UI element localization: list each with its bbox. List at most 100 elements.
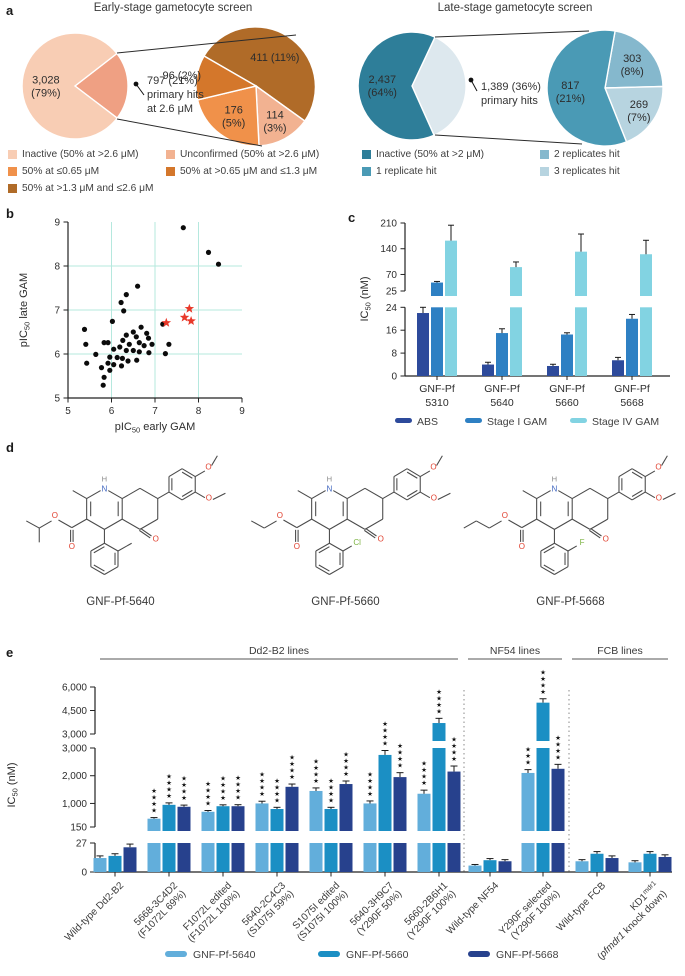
label-main: pIC <box>115 421 132 433</box>
bond <box>212 492 226 500</box>
significance-star: ★ <box>166 785 172 793</box>
atom-f: F <box>580 538 585 547</box>
data-point <box>118 363 125 369</box>
category-label: Wild-type NF54 <box>445 880 502 937</box>
pie-slice-label: 3,028 <box>32 75 60 87</box>
data-point <box>105 340 111 346</box>
bar-middle <box>201 811 215 831</box>
significance-star: ★ <box>259 790 265 798</box>
legend-swatch <box>166 150 175 159</box>
star-marker <box>179 312 190 322</box>
pie-slice <box>203 26 317 122</box>
significance-star: ★ <box>397 755 403 763</box>
significance-star: ★ <box>313 770 319 778</box>
bond <box>590 527 602 537</box>
legend-swatch <box>166 167 175 176</box>
bond <box>540 542 555 552</box>
pie-slice <box>196 85 260 147</box>
data-point <box>145 335 152 341</box>
bond <box>72 490 87 500</box>
bar <box>643 853 657 872</box>
legend-label: Inactive (50% at >2.6 μM) <box>22 149 139 160</box>
legend-label: Inactive (50% at >2 μM) <box>376 149 485 160</box>
data-point <box>114 354 120 361</box>
bar-bottom <box>339 843 353 872</box>
data-point <box>130 347 136 354</box>
legend-label: Unconfirmed (50% at >2.6 μM) <box>180 149 320 160</box>
callout-text: primary hits <box>481 95 538 107</box>
significance-star: ★ <box>367 783 373 791</box>
bond <box>329 518 348 530</box>
label-main: IC <box>359 310 371 321</box>
connector-line <box>434 134 583 145</box>
data-point <box>141 343 147 349</box>
pie-slice-label: (7%) <box>627 112 650 124</box>
pie-slice-label: 114 <box>266 109 284 121</box>
significance-star: ★ <box>382 720 388 728</box>
bond <box>567 545 578 552</box>
data-point <box>215 261 222 267</box>
bar-bottom <box>363 843 377 872</box>
compound-name-5640: GNF-Pf-5640 <box>86 596 155 608</box>
panel-label-e: e <box>6 645 14 660</box>
bar <box>468 865 482 872</box>
significance-star: ★ <box>540 675 546 683</box>
pie-slice <box>73 52 129 120</box>
data-point <box>121 308 127 314</box>
bond <box>406 468 421 477</box>
significance-star: ★ <box>436 707 442 715</box>
bond <box>104 542 119 552</box>
category-label: 5660 <box>555 397 579 409</box>
compound-name-5668: GNF-Pf-5668 <box>536 596 605 608</box>
bond <box>251 520 265 529</box>
bond <box>406 489 418 497</box>
atom-o: O <box>153 534 159 543</box>
bond <box>631 491 646 501</box>
bond <box>618 491 633 501</box>
bond <box>437 492 451 500</box>
atom-o: O <box>206 493 212 502</box>
bond <box>342 545 353 552</box>
bond <box>543 546 555 554</box>
significance-star: ★ <box>235 781 241 789</box>
data-point <box>111 346 117 352</box>
bar <box>547 365 559 376</box>
data-point <box>98 365 105 371</box>
bar-upper <box>640 254 652 296</box>
bar-bottom <box>177 843 191 872</box>
bar-middle <box>363 803 377 831</box>
significance-star: ★ <box>525 752 531 760</box>
category-label: 5310 <box>425 397 449 409</box>
significance-star: ★ <box>555 734 561 742</box>
atom-n: N <box>102 484 108 493</box>
bond <box>315 566 330 575</box>
group-header: NF54 lines <box>490 645 540 657</box>
pie-slice-label: 96 (2%) <box>163 70 202 82</box>
bond <box>419 470 431 477</box>
significance-star: ★ <box>166 772 172 780</box>
y-tick-label: 3,000 <box>62 744 87 755</box>
atom-h: H <box>552 475 557 484</box>
bond <box>571 487 591 500</box>
bar-middle <box>285 786 299 831</box>
bar-bottom <box>447 843 461 872</box>
bar-bottom <box>201 843 215 872</box>
bar-bottom <box>147 843 161 872</box>
y-tick-label: 16 <box>386 326 398 337</box>
bond <box>71 518 87 529</box>
bond <box>540 566 555 575</box>
bond <box>86 490 101 500</box>
pie-slice-label: (5%) <box>222 117 245 129</box>
significance-star: ★ <box>274 777 280 785</box>
bar-bottom <box>309 843 323 872</box>
bar-bottom <box>285 843 299 872</box>
bond <box>296 518 312 529</box>
legend-label: 3 replicates hit <box>554 166 620 177</box>
data-point <box>100 382 106 388</box>
legend-item: 50% at ≤0.65 μM <box>8 166 99 177</box>
atom-o: O <box>378 534 384 543</box>
bond <box>117 542 132 552</box>
x-tick-label: 8 <box>196 406 202 417</box>
significance-star: ★ <box>367 790 373 798</box>
significance-star: ★ <box>274 790 280 798</box>
